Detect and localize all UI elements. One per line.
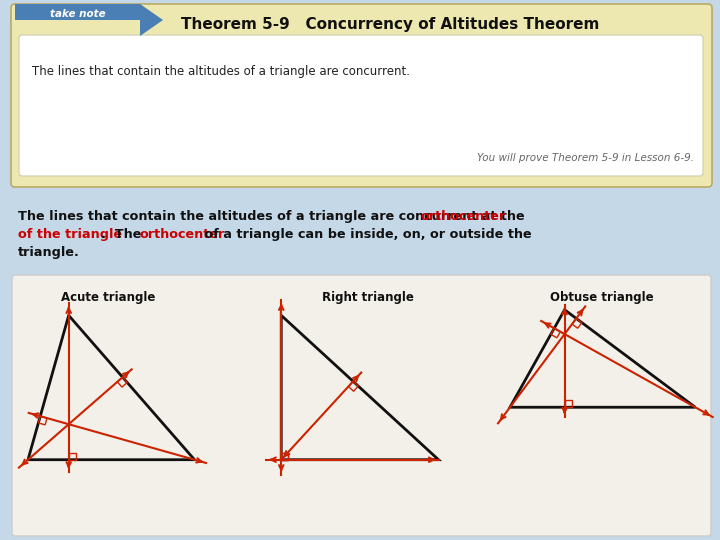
Text: orthocenter: orthocenter bbox=[140, 228, 225, 241]
Text: Acute triangle: Acute triangle bbox=[60, 291, 156, 304]
Text: of the triangle: of the triangle bbox=[18, 228, 122, 241]
Text: You will prove Theorem 5-9 in Lesson 6-9.: You will prove Theorem 5-9 in Lesson 6-9… bbox=[477, 153, 694, 163]
Polygon shape bbox=[15, 4, 155, 20]
Text: orthocenter: orthocenter bbox=[421, 210, 506, 223]
Text: The lines that contain the altitudes of a triangle are concurrent at the: The lines that contain the altitudes of … bbox=[18, 210, 529, 223]
Polygon shape bbox=[140, 4, 163, 36]
Text: Theorem 5-9   Concurrency of Altitudes Theorem: Theorem 5-9 Concurrency of Altitudes The… bbox=[181, 17, 599, 32]
Text: triangle.: triangle. bbox=[18, 246, 80, 259]
Text: The lines that contain the altitudes of a triangle are concurrent.: The lines that contain the altitudes of … bbox=[32, 65, 410, 78]
Text: of a triangle can be inside, on, or outside the: of a triangle can be inside, on, or outs… bbox=[200, 228, 532, 241]
FancyBboxPatch shape bbox=[19, 35, 703, 176]
Text: Right triangle: Right triangle bbox=[322, 291, 414, 304]
Text: .  The: . The bbox=[101, 228, 145, 241]
Text: take note: take note bbox=[50, 9, 106, 19]
FancyBboxPatch shape bbox=[12, 275, 711, 536]
Text: Obtuse triangle: Obtuse triangle bbox=[550, 291, 654, 304]
FancyBboxPatch shape bbox=[11, 4, 712, 187]
